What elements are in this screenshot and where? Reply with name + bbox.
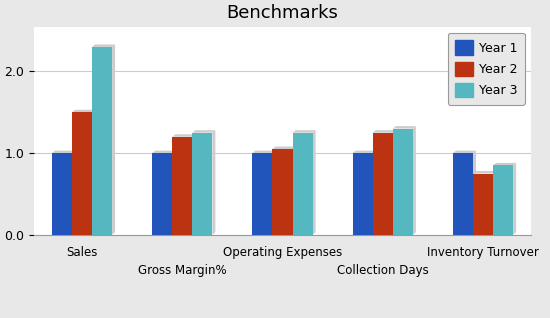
Bar (353, 153, 373, 235)
Polygon shape (493, 171, 496, 235)
Bar (453, 153, 473, 235)
Polygon shape (293, 147, 295, 235)
Legend: Year 1, Year 2, Year 3: Year 1, Year 2, Year 3 (448, 33, 525, 105)
Polygon shape (312, 130, 316, 235)
Polygon shape (112, 45, 115, 235)
Polygon shape (473, 171, 496, 174)
Bar (152, 153, 172, 235)
Polygon shape (192, 130, 216, 133)
Bar (252, 153, 272, 235)
Polygon shape (172, 151, 175, 235)
Polygon shape (172, 134, 195, 137)
Polygon shape (393, 126, 416, 128)
Bar (373, 133, 393, 235)
Polygon shape (152, 151, 175, 153)
Bar (72, 112, 92, 235)
Bar (92, 47, 112, 235)
Bar (493, 165, 513, 235)
Bar (393, 128, 413, 235)
Bar (172, 137, 192, 235)
Bar (52, 153, 72, 235)
Polygon shape (252, 151, 276, 153)
Polygon shape (513, 163, 516, 235)
Text: Collection Days: Collection Days (337, 264, 428, 277)
Text: Operating Expenses: Operating Expenses (223, 246, 342, 259)
Polygon shape (373, 130, 396, 133)
Polygon shape (72, 110, 95, 112)
Polygon shape (453, 151, 476, 153)
Polygon shape (272, 151, 276, 235)
Polygon shape (52, 151, 75, 153)
Text: Gross Margin%: Gross Margin% (138, 264, 227, 277)
Polygon shape (212, 130, 216, 235)
Polygon shape (473, 151, 476, 235)
Text: Sales: Sales (67, 246, 98, 259)
Title: Benchmarks: Benchmarks (227, 4, 338, 22)
Bar (473, 174, 493, 235)
Polygon shape (92, 110, 95, 235)
Bar (192, 133, 212, 235)
Polygon shape (72, 151, 75, 235)
Polygon shape (192, 134, 195, 235)
Polygon shape (272, 147, 295, 149)
Polygon shape (373, 151, 376, 235)
Polygon shape (293, 130, 316, 133)
Polygon shape (92, 45, 115, 47)
Bar (272, 149, 293, 235)
Polygon shape (493, 163, 516, 165)
Polygon shape (413, 126, 416, 235)
Bar (293, 133, 312, 235)
Polygon shape (393, 130, 396, 235)
Polygon shape (353, 151, 376, 153)
Text: Inventory Turnover: Inventory Turnover (427, 246, 539, 259)
